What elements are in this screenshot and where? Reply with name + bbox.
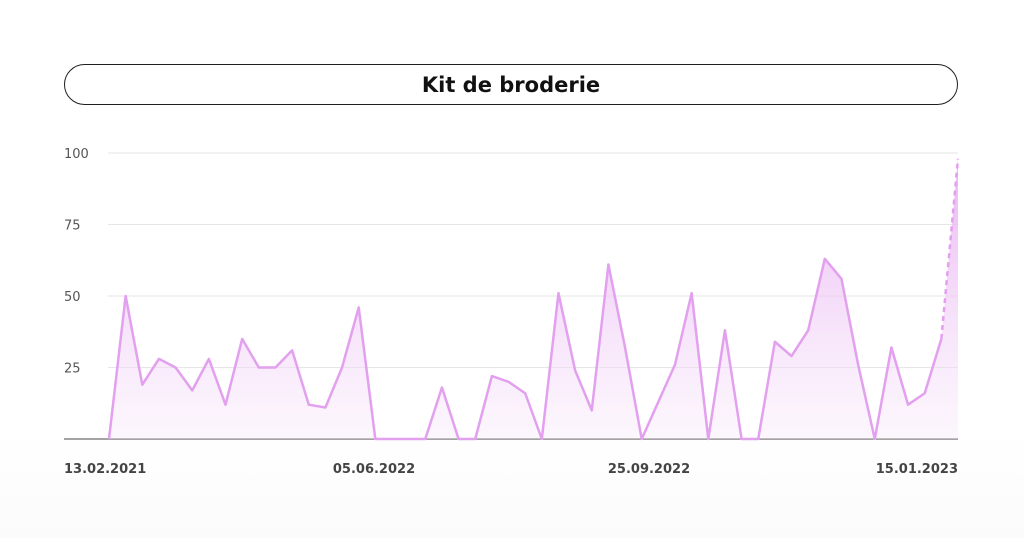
y-tick-label: 100 <box>64 147 89 162</box>
data-point <box>390 437 394 441</box>
data-point <box>157 357 161 361</box>
data-point <box>906 403 910 407</box>
data-point <box>956 157 960 161</box>
data-point <box>190 388 194 392</box>
data-point <box>340 366 344 370</box>
data-point <box>207 357 211 361</box>
data-point <box>656 400 660 404</box>
data-point <box>273 366 277 370</box>
data-point <box>523 391 527 395</box>
data-point <box>473 437 477 441</box>
data-point <box>773 340 777 344</box>
data-point <box>323 406 327 410</box>
area-fill <box>109 158 958 439</box>
x-tick-label: 05.06.2022 <box>333 462 415 477</box>
x-tick-label: 25.09.2022 <box>608 462 690 477</box>
data-point <box>939 337 943 341</box>
data-point <box>873 437 877 441</box>
data-point <box>457 437 461 441</box>
data-point <box>839 277 843 281</box>
data-point <box>257 366 261 370</box>
data-point <box>690 291 694 295</box>
data-point <box>556 291 560 295</box>
data-point <box>240 337 244 341</box>
data-point <box>573 368 577 372</box>
data-point <box>140 383 144 387</box>
data-point <box>756 437 760 441</box>
data-point <box>640 437 644 441</box>
data-point <box>124 294 128 298</box>
data-point <box>673 363 677 367</box>
data-point <box>357 305 361 309</box>
data-point <box>407 437 411 441</box>
data-point <box>224 403 228 407</box>
data-point <box>723 328 727 332</box>
y-tick-label: 75 <box>64 219 81 234</box>
chart-title: Kit de broderie <box>421 72 601 97</box>
data-point <box>423 437 427 441</box>
data-point <box>923 391 927 395</box>
data-point <box>174 366 178 370</box>
data-point <box>706 437 710 441</box>
data-point <box>307 403 311 407</box>
data-point <box>606 263 610 267</box>
data-point <box>440 386 444 390</box>
data-point <box>490 374 494 378</box>
data-point <box>540 437 544 441</box>
data-point <box>373 437 377 441</box>
data-point <box>823 257 827 261</box>
data-point <box>507 380 511 384</box>
data-point <box>806 328 810 332</box>
x-tick-label: 13.02.2021 <box>64 462 146 477</box>
data-point <box>856 363 860 367</box>
data-point <box>623 345 627 349</box>
forecast-line <box>940 158 960 340</box>
y-tick-label: 50 <box>64 290 81 305</box>
data-point <box>290 348 294 352</box>
data-point <box>889 345 893 349</box>
data-point <box>740 437 744 441</box>
data-point <box>790 354 794 358</box>
data-point <box>590 408 594 412</box>
y-tick-label: 25 <box>64 362 81 377</box>
data-point <box>107 437 111 441</box>
chart-title-box: Kit de broderie <box>64 64 958 105</box>
x-tick-label: 15.01.2023 <box>876 462 958 477</box>
series-line <box>107 257 943 441</box>
